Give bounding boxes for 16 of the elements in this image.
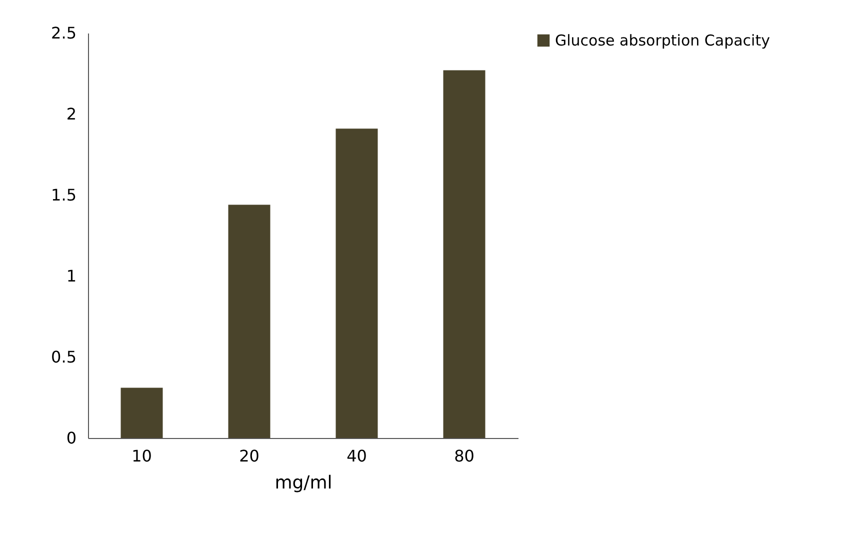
x-tick-label: 80 — [454, 446, 474, 466]
x-tick-label: 40 — [346, 446, 367, 466]
legend-label: Glucose absorption Capacity — [555, 32, 770, 50]
y-tick-label: 2.5 — [51, 24, 76, 42]
y-tick-label: 0 — [66, 428, 76, 448]
bar — [443, 70, 486, 438]
y-tick-label: 1.5 — [51, 186, 76, 204]
y-tick-label: 0.5 — [51, 348, 76, 366]
y-tick-label: 1 — [66, 266, 76, 286]
bar — [228, 204, 270, 438]
x-tick-label: 10 — [132, 446, 152, 466]
x-axis-title: mg/ml — [274, 472, 332, 494]
y-tick-label: 2 — [66, 104, 76, 124]
x-tick-label: 20 — [239, 446, 260, 466]
bar — [120, 388, 163, 438]
bar — [336, 128, 378, 438]
